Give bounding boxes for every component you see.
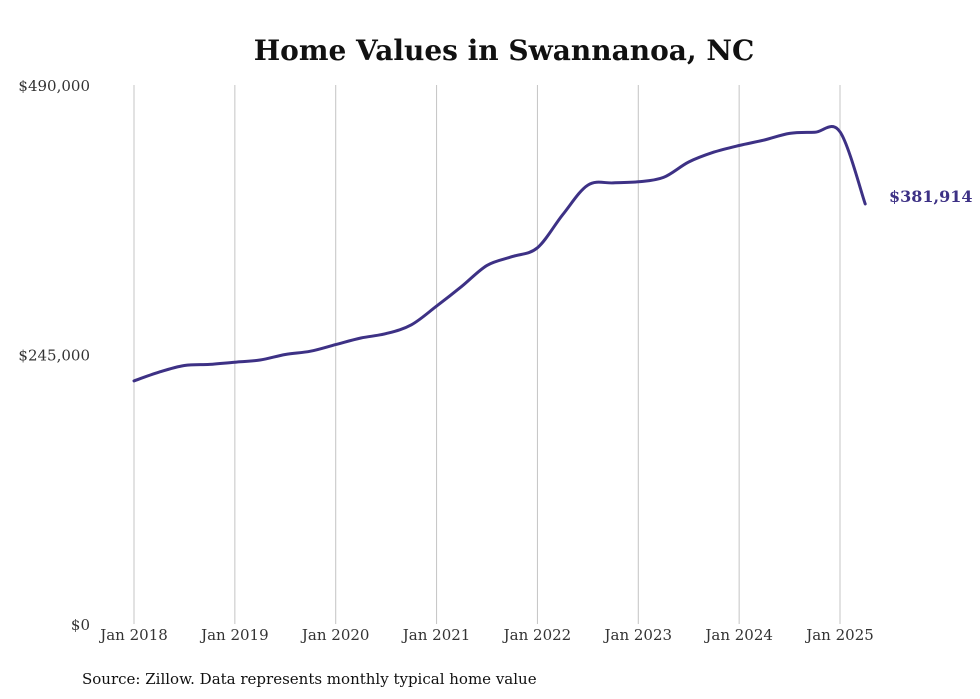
y-tick-label: $245,000: [18, 347, 90, 365]
chart-title: Home Values in Swannanoa, NC: [254, 34, 755, 67]
x-tick-label: Jan 2018: [98, 626, 168, 644]
x-tick-label: Jan 2025: [804, 626, 874, 644]
x-tick-label: Jan 2019: [199, 626, 269, 644]
y-axis-tick-labels: $0 $245,000 $490,000: [18, 77, 90, 634]
vertical-gridlines: [133, 85, 841, 624]
home-value-line: [132, 125, 867, 383]
end-value-label: $381,914: [889, 187, 973, 206]
y-tick-label: $0: [71, 616, 90, 634]
x-tick-label: Jan 2024: [703, 626, 773, 644]
source-note: Source: Zillow. Data represents monthly …: [82, 670, 537, 688]
x-tick-label: Jan 2023: [603, 626, 673, 644]
y-tick-label: $490,000: [18, 77, 90, 95]
x-tick-label: Jan 2021: [401, 626, 471, 644]
x-tick-label: Jan 2020: [300, 626, 370, 644]
x-tick-label: Jan 2022: [502, 626, 572, 644]
x-axis-tick-labels: Jan 2018 Jan 2019 Jan 2020 Jan 2021 Jan 2022…: [98, 626, 874, 644]
